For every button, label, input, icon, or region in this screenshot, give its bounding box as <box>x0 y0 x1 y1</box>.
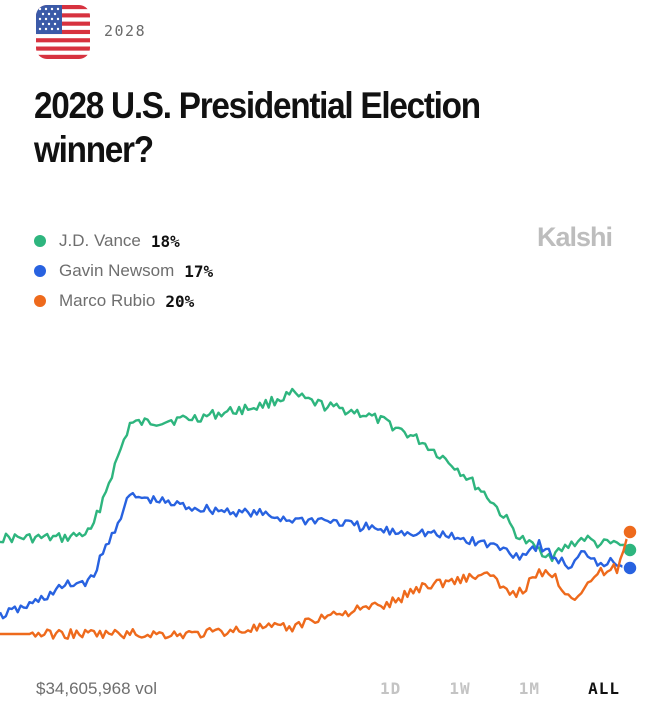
legend-name: Marco Rubio <box>59 291 156 310</box>
legend-name: J.D. Vance <box>59 231 141 250</box>
volume-label: $34,605,968 vol <box>36 679 157 698</box>
legend-value: 18% <box>150 231 180 251</box>
range-1w-button[interactable]: 1W <box>449 679 471 698</box>
newsom-color-dot <box>34 265 46 277</box>
price-history-chart[interactable] <box>0 330 654 650</box>
legend-name: Gavin Newsom <box>59 261 175 280</box>
legend-item-rubio: Marco Rubio 20% <box>34 286 213 316</box>
series-line-marco-rubio <box>0 531 632 640</box>
legend-value: 20% <box>165 291 195 311</box>
rubio-color-dot <box>34 295 46 307</box>
series-line-j-d-vance <box>0 387 631 563</box>
legend-value: 17% <box>184 261 214 281</box>
legend-item-vance: J.D. Vance 18% <box>34 226 213 256</box>
chart-legend: J.D. Vance 18% Gavin Newsom 17% Marco Ru… <box>34 226 213 316</box>
us-flag-icon <box>36 5 90 59</box>
category-label[interactable]: 2028 <box>104 22 147 40</box>
range-all-button[interactable]: ALL <box>588 679 620 698</box>
series-line-gavin-newsom <box>0 491 631 620</box>
range-1m-button[interactable]: 1M <box>518 679 540 698</box>
kalshi-logo: Kalshi <box>537 222 613 252</box>
time-range-selector: 1D 1W 1M ALL <box>380 679 620 698</box>
range-1d-button[interactable]: 1D <box>380 679 402 698</box>
vance-color-dot <box>34 235 46 247</box>
page-title: 2028 U.S. Presidential Election winner? <box>34 85 481 170</box>
legend-item-newsom: Gavin Newsom 17% <box>34 256 213 286</box>
series-endpoint-marco-rubio <box>622 524 638 540</box>
series-endpoint-gavin-newsom <box>622 560 638 576</box>
